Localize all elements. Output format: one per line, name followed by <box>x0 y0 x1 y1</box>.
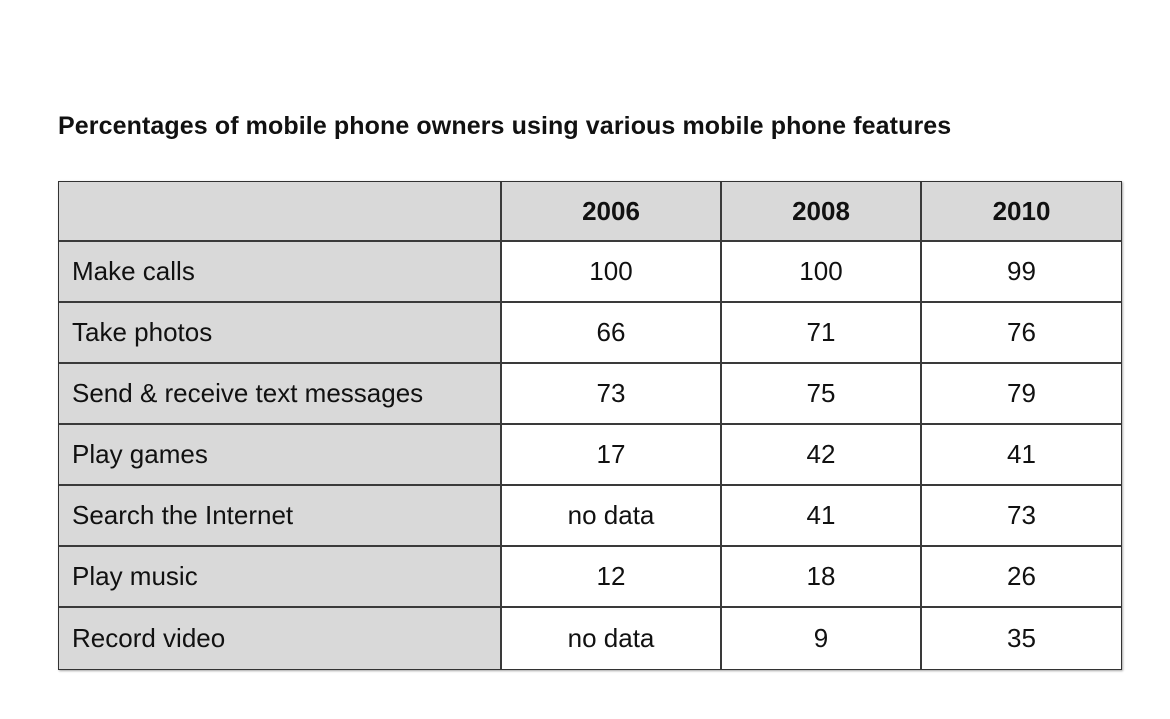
value-cell: 41 <box>722 486 922 547</box>
row-label: Search the Internet <box>59 486 502 547</box>
data-table: 2006 2008 2010 Make calls 100 100 99 Tak… <box>58 181 1122 670</box>
value-cell: 26 <box>922 547 1121 608</box>
table-row: Make calls 100 100 99 <box>59 242 1121 303</box>
row-label: Send & receive text messages <box>59 364 502 425</box>
column-header-2008: 2008 <box>722 182 922 242</box>
table-row: Play games 17 42 41 <box>59 425 1121 486</box>
value-cell: 76 <box>922 303 1121 364</box>
value-cell: 17 <box>502 425 722 486</box>
value-cell: 12 <box>502 547 722 608</box>
row-label: Play games <box>59 425 502 486</box>
value-cell: 73 <box>922 486 1121 547</box>
row-label: Play music <box>59 547 502 608</box>
value-cell: no data <box>502 486 722 547</box>
row-label: Record video <box>59 608 502 669</box>
value-cell: 42 <box>722 425 922 486</box>
value-cell: 79 <box>922 364 1121 425</box>
table-row: Play music 12 18 26 <box>59 547 1121 608</box>
value-cell: 73 <box>502 364 722 425</box>
column-header-2006: 2006 <box>502 182 722 242</box>
value-cell: 100 <box>502 242 722 303</box>
value-cell: 41 <box>922 425 1121 486</box>
header-row: 2006 2008 2010 <box>59 182 1121 242</box>
value-cell: 99 <box>922 242 1121 303</box>
value-cell: 35 <box>922 608 1121 669</box>
value-cell: 9 <box>722 608 922 669</box>
value-cell: 66 <box>502 303 722 364</box>
chart-title: Percentages of mobile phone owners using… <box>58 112 952 140</box>
value-cell: no data <box>502 608 722 669</box>
corner-header-cell <box>59 182 502 242</box>
column-header-2010: 2010 <box>922 182 1121 242</box>
row-label: Make calls <box>59 242 502 303</box>
table-row: Search the Internet no data 41 73 <box>59 486 1121 547</box>
value-cell: 71 <box>722 303 922 364</box>
table-row: Take photos 66 71 76 <box>59 303 1121 364</box>
value-cell: 75 <box>722 364 922 425</box>
value-cell: 100 <box>722 242 922 303</box>
row-label: Take photos <box>59 303 502 364</box>
value-cell: 18 <box>722 547 922 608</box>
table-row: Send & receive text messages 73 75 79 <box>59 364 1121 425</box>
table-row: Record video no data 9 35 <box>59 608 1121 669</box>
